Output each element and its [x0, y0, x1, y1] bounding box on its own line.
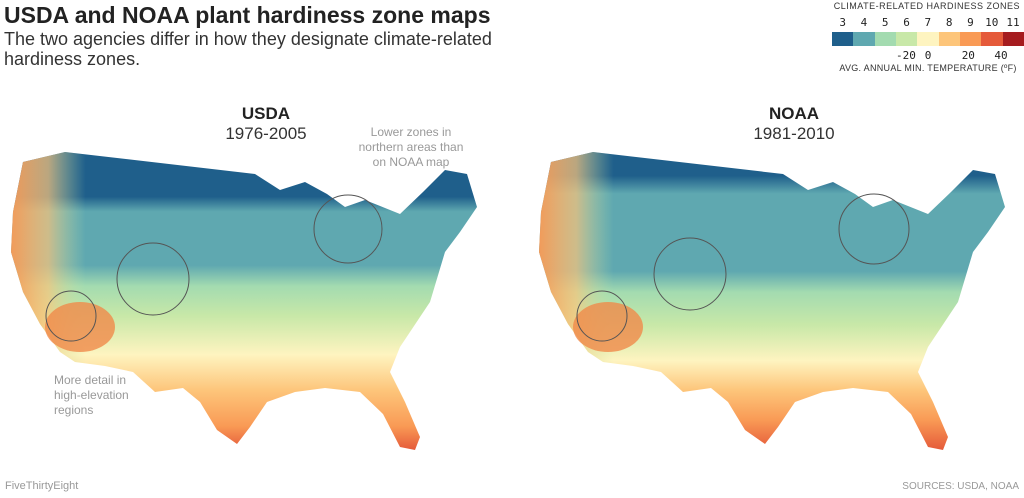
legend-color-bar — [832, 32, 1024, 46]
legend-zone-6: 6 — [903, 16, 910, 29]
chart-title: USDA and NOAA plant hardiness zone maps — [4, 2, 491, 28]
west-coast-zone — [11, 152, 477, 450]
legend-zone-4: 4 — [860, 16, 868, 29]
southwest-desert-zone — [45, 302, 115, 352]
legend-swatch-6 — [895, 32, 918, 46]
sources-label: SOURCES: USDA, NOAA — [902, 481, 1019, 492]
legend-zone-11: 11 — [1006, 16, 1020, 29]
legend-tick: 0 — [924, 49, 932, 62]
annotation-circle-southwest-noaa — [576, 290, 628, 342]
noaa-map-heading: NOAA 1981-2010 — [694, 104, 894, 144]
legend-zone-8: 8 — [945, 16, 953, 29]
usda-map — [11, 152, 477, 450]
legend-swatch-4 — [853, 32, 875, 46]
legend-tick: 20 — [961, 49, 975, 62]
legend-swatch-7 — [917, 32, 939, 46]
annotation-circle-rockies-noaa — [653, 237, 727, 311]
legend-zone-9: 9 — [967, 16, 974, 29]
noaa-map — [539, 152, 1005, 450]
legend-tick: -20 — [895, 49, 916, 62]
brand-label: FiveThirtyEight — [5, 480, 79, 492]
legend-zone-5: 5 — [881, 16, 889, 29]
legend-swatch-3 — [832, 32, 854, 46]
legend-swatch-5 — [874, 32, 896, 46]
legend-swatch-9 — [959, 32, 982, 46]
noaa-years: 1981-2010 — [753, 124, 835, 143]
annotation-circle-michigan-usda — [313, 194, 383, 264]
annotation-elevation: More detail in high-elevation regions — [54, 373, 129, 417]
annotation-northern-zones: Lower zones in northern areas than on NO… — [358, 125, 464, 169]
noaa-label: NOAA — [768, 104, 820, 123]
southwest-desert-zone — [573, 302, 643, 352]
annotation-circle-southwest-usda — [45, 290, 97, 342]
usda-label: USDA — [241, 104, 291, 123]
usda-years: 1976-2005 — [225, 124, 307, 143]
usda-map-heading: USDA 1976-2005 — [166, 104, 366, 144]
legend-title: CLIMATE-RELATED HARDINESS ZONES — [833, 1, 1020, 11]
legend-tick: 40 — [994, 49, 1008, 62]
legend-swatch-11 — [1002, 32, 1024, 46]
legend-swatch-8 — [938, 32, 960, 46]
legend-temperature-ticks: -20 0 20 40 — [832, 49, 1024, 63]
legend-axis-label: AVG. ANNUAL MIN. TEMPERATURE (ºF) — [839, 63, 1017, 73]
annotation-circle-michigan-noaa — [838, 193, 910, 265]
legend-zone-10: 10 — [985, 16, 999, 29]
legend-zone-7: 7 — [924, 16, 932, 29]
legend-zone-3: 3 — [839, 16, 846, 29]
annotation-circle-rockies-usda — [116, 242, 190, 316]
legend-swatch-10 — [981, 32, 1003, 46]
chart-subtitle: The two agencies differ in how they desi… — [4, 29, 492, 69]
legend-zone-labels: 3 4 5 6 7 8 9 10 11 — [832, 16, 1024, 29]
west-coast-zone — [539, 152, 1005, 450]
